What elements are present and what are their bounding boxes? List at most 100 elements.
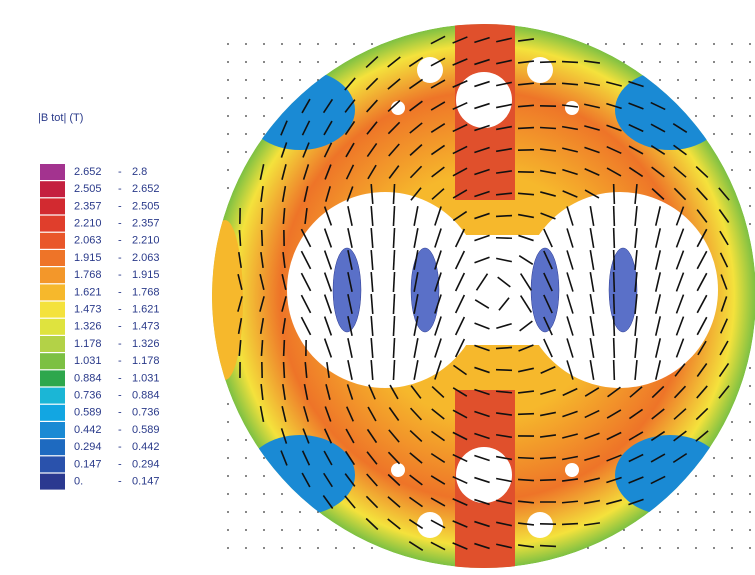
legend-separator: -: [118, 269, 122, 281]
legend-to: 1.326: [132, 338, 160, 350]
dot: [731, 493, 733, 495]
dot: [731, 457, 733, 459]
arrow: [540, 546, 556, 547]
dot: [713, 511, 715, 513]
dot: [317, 529, 319, 531]
dot: [281, 43, 283, 45]
dot: [749, 169, 751, 171]
legend-separator: -: [118, 338, 122, 350]
legend-to: 2.505: [132, 200, 160, 212]
dot: [371, 43, 373, 45]
dot: [749, 79, 751, 81]
dot: [245, 475, 247, 477]
dot: [317, 61, 319, 63]
dot: [245, 457, 247, 459]
dot: [263, 529, 265, 531]
dot: [299, 43, 301, 45]
dot: [335, 61, 337, 63]
dot: [695, 493, 697, 495]
dot: [749, 97, 751, 99]
legend-from: 2.357: [74, 200, 102, 212]
dot: [749, 439, 751, 441]
legend-to: 2.357: [132, 218, 160, 230]
dot: [227, 133, 229, 135]
legend-separator: -: [118, 218, 122, 230]
legend-swatch: [40, 388, 65, 404]
legend-swatch: [40, 319, 65, 335]
dot: [731, 133, 733, 135]
dot: [659, 61, 661, 63]
arrow: [496, 347, 512, 348]
legend-to: 1.915: [132, 269, 160, 281]
dot: [227, 43, 229, 45]
legend-swatch: [40, 474, 65, 490]
dot: [713, 97, 715, 99]
dot: [317, 547, 319, 549]
dot: [677, 547, 679, 549]
dot: [335, 547, 337, 549]
dot: [245, 151, 247, 153]
dot: [281, 61, 283, 63]
arrow: [284, 340, 285, 356]
arrow: [518, 458, 534, 459]
edge-region: [207, 220, 243, 380]
dot: [227, 151, 229, 153]
dot: [227, 421, 229, 423]
legend-separator: -: [118, 252, 122, 264]
dot: [731, 439, 733, 441]
legend-from: 0.: [74, 476, 83, 488]
legend-from: 0.589: [74, 407, 102, 419]
legend-to: 0.294: [132, 458, 160, 470]
legend-swatch: [40, 250, 65, 266]
legend-separator: -: [118, 390, 122, 402]
arrow: [262, 230, 263, 246]
dot: [263, 493, 265, 495]
dot: [245, 115, 247, 117]
legend-to: 2.8: [132, 166, 147, 178]
arrow: [393, 316, 394, 336]
dot: [299, 547, 301, 549]
dot: [263, 547, 265, 549]
hole: [391, 463, 405, 477]
arrow: [393, 294, 394, 314]
dot: [263, 133, 265, 135]
dot: [731, 61, 733, 63]
dot: [245, 61, 247, 63]
legend-from: 0.147: [74, 458, 102, 470]
dot: [731, 97, 733, 99]
dot: [659, 547, 661, 549]
dot: [677, 529, 679, 531]
dot: [749, 205, 751, 207]
dot: [749, 547, 751, 549]
legend-separator: -: [118, 321, 122, 333]
dot: [749, 61, 751, 63]
arrow: [540, 62, 556, 63]
legend-to: 1.473: [132, 321, 160, 333]
legend-separator: -: [118, 476, 122, 488]
dot: [677, 61, 679, 63]
legend-from: 1.178: [74, 338, 102, 350]
legend-to: 0.736: [132, 407, 160, 419]
dot: [713, 493, 715, 495]
dot: [227, 457, 229, 459]
dot: [371, 547, 373, 549]
dot: [335, 529, 337, 531]
dot: [749, 511, 751, 513]
dot: [659, 79, 661, 81]
dot: [227, 187, 229, 189]
legend-swatch: [40, 164, 65, 180]
dot: [713, 115, 715, 117]
dot: [731, 421, 733, 423]
dot: [713, 457, 715, 459]
arrow: [614, 184, 615, 204]
arrow: [614, 360, 615, 380]
dot: [245, 43, 247, 45]
arrow: [393, 184, 394, 204]
dot: [749, 493, 751, 495]
dot: [299, 79, 301, 81]
dot: [281, 529, 283, 531]
dot: [227, 511, 229, 513]
legend-separator: -: [118, 286, 122, 298]
legend-to: 2.652: [132, 183, 160, 195]
